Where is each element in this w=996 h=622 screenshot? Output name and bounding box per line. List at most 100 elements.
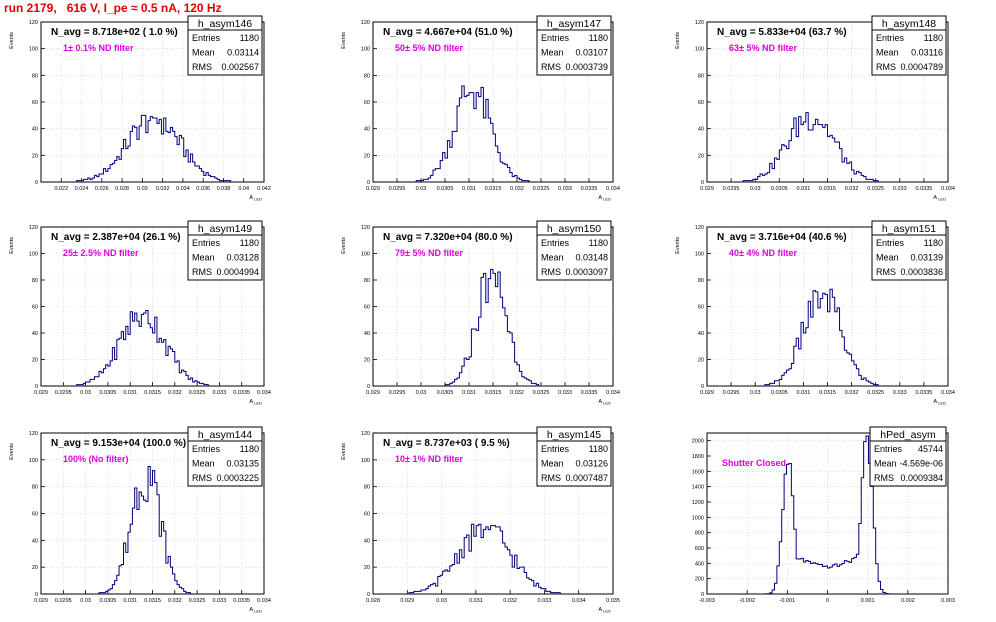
x-tick-label: 0.0305 <box>771 390 788 396</box>
y-tick-label: 80 <box>364 73 370 79</box>
x-tick-label: 0.034 <box>941 390 955 396</box>
stats-label-rms: RMS <box>541 62 561 72</box>
y-axis-title: Events <box>341 32 347 49</box>
x-tick-label: 0 <box>826 598 829 604</box>
y-tick-label: 0 <box>701 180 704 186</box>
y-tick-label: 40 <box>32 538 38 544</box>
stats-value-rms: 0.0004994 <box>216 267 259 277</box>
stats-value-mean: 0.03139 <box>910 253 943 263</box>
y-tick-label: 100 <box>695 252 704 258</box>
stats-label-rms: RMS <box>876 267 896 277</box>
stats-value-rms: 0.002567 <box>221 62 259 72</box>
x-tick-label: 0.022 <box>54 186 68 192</box>
stats-box <box>187 440 263 487</box>
x-tick-label: 0.034 <box>257 598 271 604</box>
x-tick-label: 0.033 <box>538 598 552 604</box>
stats-box-name: h_asym148 <box>882 18 936 30</box>
stats-box-name: h_asym146 <box>198 18 252 30</box>
x-tick-label: 0.032 <box>156 186 170 192</box>
x-tick-label: 0.0335 <box>233 390 250 396</box>
x-tick-label: 0.029 <box>366 186 380 192</box>
x-tick-label: 0.032 <box>845 390 859 396</box>
x-tick-label: -0.001 <box>780 598 796 604</box>
stats-box <box>536 440 612 487</box>
x-tick-label: 0.0335 <box>581 390 598 396</box>
filter-annotation: 25± 2.5% ND filter <box>63 248 139 258</box>
x-tick-label: 0.0295 <box>723 186 740 192</box>
stats-value-rms: 0.0009384 <box>900 473 943 483</box>
x-tick-label: 0.031 <box>469 598 483 604</box>
y-tick-label: 100 <box>361 458 370 464</box>
x-tick-label: 0.0315 <box>485 186 502 192</box>
y-tick-label: 40 <box>698 127 704 133</box>
n-avg-annotation: N_avg = 8.737e+03 ( 9.5 %) <box>383 438 510 449</box>
histogram-line <box>41 114 264 183</box>
n-avg-annotation: N_avg = 2.387e+04 (26.1 %) <box>51 232 181 243</box>
stats-box <box>871 234 947 281</box>
stats-box-name: h_asym149 <box>198 223 252 235</box>
stats-label-entries: Entries <box>541 238 570 248</box>
histogram-panel-h_asym148: 0.029 0.0295 0.03 0.0305 0.031 0.0315 0.032 0.0… <box>675 15 955 202</box>
x-tick-label: 0.029 <box>400 598 414 604</box>
x-tick-label: 0.0305 <box>99 598 116 604</box>
y-tick-label: 40 <box>698 331 704 337</box>
y-tick-label: 100 <box>29 458 38 464</box>
stats-value-entries: 1180 <box>240 444 259 454</box>
histogram-panel-h_asym144: 0.029 0.0295 0.03 0.0305 0.031 0.0315 0.032 0.0… <box>9 426 271 614</box>
x-tick-label: 0.028 <box>366 598 380 604</box>
x-tick-label: 0.001 <box>861 598 875 604</box>
x-axis-title: A LED <box>933 195 946 202</box>
stats-label-mean: Mean <box>874 459 897 469</box>
x-tick-label: 0.0315 <box>144 390 161 396</box>
y-tick-label: 80 <box>32 485 38 491</box>
x-axis-title: A LED <box>249 607 262 614</box>
y-tick-label: 60 <box>32 305 38 311</box>
filter-annotation: 10± 1% ND filter <box>395 454 463 464</box>
y-tick-label: 20 <box>32 565 38 571</box>
y-tick-label: 80 <box>698 73 704 79</box>
stats-label-rms: RMS <box>876 62 896 72</box>
y-tick-label: 1400 <box>692 485 704 491</box>
y-tick-label: 60 <box>32 512 38 518</box>
stats-value-rms: 0.0004789 <box>900 62 943 72</box>
stats-value-mean: 0.03116 <box>911 48 943 58</box>
histogram-panel-h_asym145: 0.028 0.029 0.03 0.031 0.032 0.033 0.034 0.035 0… <box>341 426 620 614</box>
y-tick-label: 800 <box>695 531 704 537</box>
x-tick-label: 0.033 <box>893 390 907 396</box>
y-tick-label: 0 <box>367 592 370 598</box>
stats-label-mean: Mean <box>192 253 215 263</box>
x-tick-label: 0.034 <box>606 186 620 192</box>
y-tick-label: 400 <box>695 561 704 567</box>
x-tick-label: 0.002 <box>901 598 915 604</box>
x-tick-label: 0.032 <box>168 598 182 604</box>
x-tick-label: 0.033 <box>558 186 572 192</box>
stats-value-entries: 1180 <box>924 33 943 43</box>
y-tick-label: 0 <box>367 384 370 390</box>
x-tick-label: 0.0315 <box>819 186 836 192</box>
stats-box-name: h_asym147 <box>547 18 601 30</box>
y-axis-title: Events <box>341 237 347 254</box>
stats-label-mean: Mean <box>876 48 899 58</box>
x-tick-label: 0.033 <box>558 390 572 396</box>
stats-label-entries: Entries <box>876 238 905 248</box>
stats-value-mean: 0.03128 <box>226 253 259 263</box>
x-tick-label: 0.031 <box>462 390 476 396</box>
x-tick-label: 0.0305 <box>437 390 454 396</box>
stats-label-mean: Mean <box>541 48 564 58</box>
x-tick-label: 0.033 <box>893 186 907 192</box>
x-tick-label: 0.031 <box>462 186 476 192</box>
stats-label-entries: Entries <box>876 33 905 43</box>
stats-label-mean: Mean <box>541 253 564 263</box>
y-tick-label: 120 <box>361 20 370 26</box>
x-tick-label: 0.03 <box>750 390 761 396</box>
y-tick-label: 0 <box>35 384 38 390</box>
y-tick-label: 40 <box>364 331 370 337</box>
stats-value-entries: 1180 <box>589 444 608 454</box>
y-tick-label: 20 <box>364 358 370 364</box>
y-tick-label: 120 <box>29 20 38 26</box>
y-tick-label: 100 <box>361 47 370 53</box>
y-tick-label: 20 <box>32 153 38 159</box>
stats-label-rms: RMS <box>192 267 212 277</box>
x-tick-label: 0.0325 <box>533 390 550 396</box>
x-tick-label: 0.038 <box>217 186 231 192</box>
